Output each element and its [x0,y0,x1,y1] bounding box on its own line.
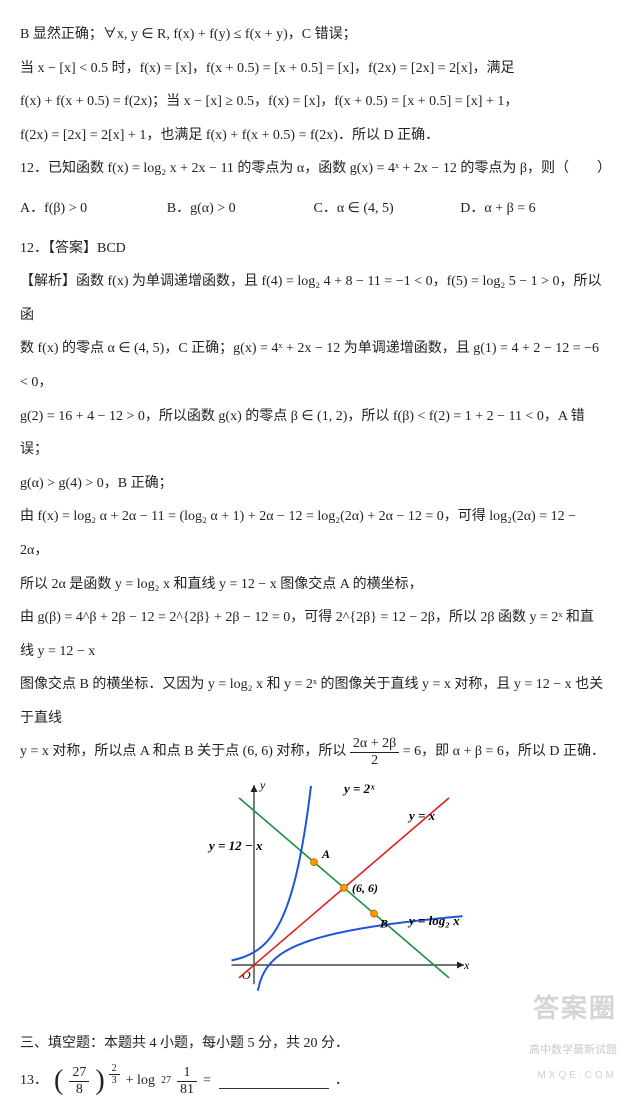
section-3-heading: 三、填空题：本题共 4 小题，每小题 5 分，共 20 分． [20,1027,607,1061]
solution-line: B 显然正确；∀x, y ∈ R, f(x) + f(y) ≤ f(x + y)… [20,18,607,52]
q13-stem: 13． ( 27 8 ) 2 3 + log27 1 81 = ． [20,1064,607,1098]
solution-text: y = x 对称，所以点 A 和点 B 关于点 (6, 6) 对称，所以 [20,744,350,759]
solution-line: 【解析】函数 f(x) 为单调递增函数，且 f(4) = log₂ 4 + 8 … [20,265,607,332]
fraction-num: 2α + 2β [350,736,399,752]
fraction-num: 1 [177,1065,197,1081]
q12-options: A．f(β) > 0 B．g(α) > 0 C．α ∈ (4, 5) D．α +… [20,192,607,226]
svg-text:x: x [463,958,470,972]
solution-line: 由 g(β) = 4^β + 2β − 12 = 2^{2β} + 2β − 1… [20,601,607,668]
exponent-fraction: 2 3 [109,1063,120,1086]
solution-text: = 6，即 α + β = 6，所以 D 正确． [403,744,605,759]
chart-svg: Oxyy = 2ˣy = xy = 12 − xy = log₂ xA(6, 6… [154,775,474,1005]
fraction: 27 8 [69,1065,89,1097]
svg-text:y = x: y = x [407,808,436,823]
q12-answer: 12．【答案】BCD [20,232,607,266]
fraction-den: 8 [69,1082,89,1097]
svg-text:B: B [379,917,388,931]
solution-line: 当 x − [x] < 0.5 时，f(x) = [x]，f(x + 0.5) … [20,52,607,86]
right-paren-icon: ) [95,1067,104,1095]
svg-text:y = 2ˣ: y = 2ˣ [342,781,375,796]
answer-blank [219,1074,329,1089]
solution-line: f(x) + f(x + 0.5) = f(2x)；当 x − [x] ≥ 0.… [20,85,607,119]
fraction-den: 2 [350,753,399,768]
fraction-num: 2 [109,1063,120,1075]
fraction-num: 27 [69,1065,89,1081]
q12-option-a: A．f(β) > 0 [20,192,167,226]
svg-text:A: A [321,847,330,861]
q12-chart: Oxyy = 2ˣy = xy = 12 − xy = log₂ xA(6, 6… [20,775,607,1019]
log-base: 27 [161,1069,171,1093]
q12-option-d: D．α + β = 6 [460,192,607,226]
fraction: 2α + 2β 2 [350,736,399,768]
svg-text:(6, 6): (6, 6) [352,881,378,895]
q13-number: 13． [20,1064,48,1098]
solution-line: 所以 2α 是函数 y = log₂ x 和直线 y = 12 − x 图像交点… [20,568,607,602]
left-paren-icon: ( [54,1067,63,1095]
q12-stem: 12．已知函数 f(x) = log₂ x + 2x − 11 的零点为 α，函… [20,152,607,186]
solution-line: f(2x) = [2x] = 2[x] + 1，也满足 f(x) + f(x +… [20,119,607,153]
fraction-den: 3 [109,1075,120,1086]
fraction-den: 81 [177,1082,197,1097]
solution-line: 数 f(x) 的零点 α ∈ (4, 5)，C 正确；g(x) = 4ˣ + 2… [20,332,607,399]
solution-line: g(α) > g(4) > 0，B 正确； [20,467,607,501]
q12-option-b: B．g(α) > 0 [167,192,314,226]
svg-text:y: y [259,778,266,792]
solution-line: 由 f(x) = log₂ α + 2α − 11 = (log₂ α + 1)… [20,500,607,567]
equals: = [203,1064,211,1098]
q12-option-c: C．α ∈ (4, 5) [314,192,461,226]
fraction: 1 81 [177,1065,197,1097]
svg-text:y = log₂ x: y = log₂ x [407,913,460,928]
svg-text:y = 12 − x: y = 12 − x [207,838,263,853]
solution-line: y = x 对称，所以点 A 和点 B 关于点 (6, 6) 对称，所以 2α … [20,735,607,769]
plus-log: + log [126,1064,155,1098]
solution-line: g(2) = 16 + 4 − 12 > 0，所以函数 g(x) 的零点 β ∈… [20,400,607,467]
solution-line: 图像交点 B 的横坐标．又因为 y = log₂ x 和 y = 2ˣ 的图像关… [20,668,607,735]
